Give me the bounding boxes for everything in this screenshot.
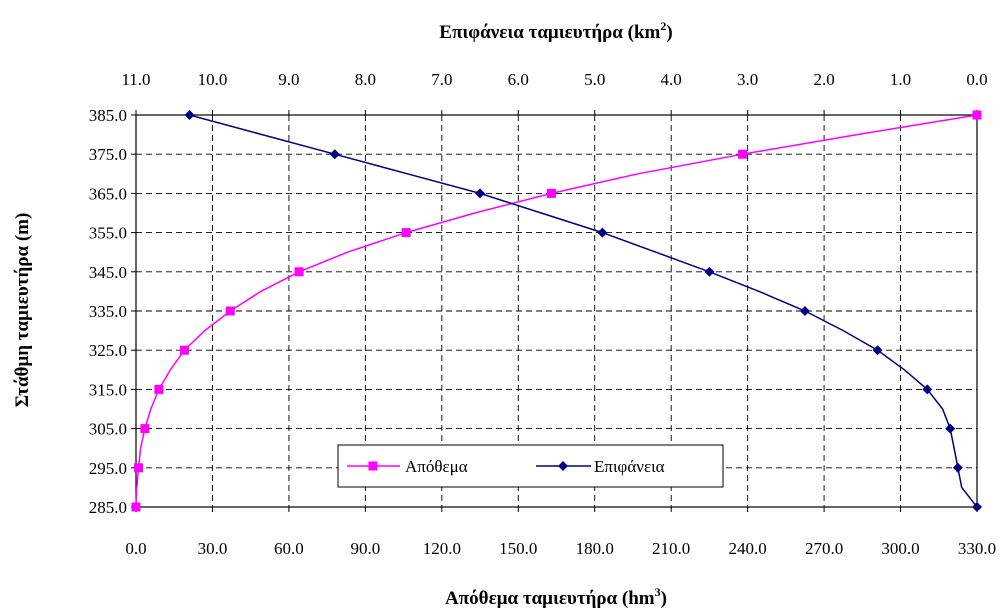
axis-ticks: 0.0 30.0 60.0 90.0 120.0 150.0 180.0 210.0 240.0… xyxy=(89,70,996,558)
bottom-tick-label: 0.0 xyxy=(125,539,146,558)
bottom-tick-label: 300.0 xyxy=(881,539,919,558)
top-tick-label: 0.0 xyxy=(966,70,987,89)
data-point-apothema xyxy=(225,306,235,316)
y-tick-label: 315.0 xyxy=(89,380,127,399)
bottom-tick-label: 30.0 xyxy=(198,539,228,558)
series-layer xyxy=(131,110,982,512)
y-tick-label: 375.0 xyxy=(89,145,127,164)
data-point-apothema xyxy=(401,228,411,238)
data-point-epifaneia xyxy=(329,149,340,160)
data-point-epifaneia xyxy=(872,345,883,356)
data-point-epifaneia xyxy=(952,462,963,473)
bottom-tick-label: 150.0 xyxy=(499,539,537,558)
top-tick-label: 11.0 xyxy=(121,70,150,89)
y-axis-title: Στάθμη ταμιευτήρα (m) xyxy=(12,213,33,408)
y-tick-label: 325.0 xyxy=(89,341,127,360)
data-point-epifaneia xyxy=(475,188,486,199)
top-tick-label: 8.0 xyxy=(355,70,376,89)
data-point-apothema xyxy=(131,502,141,512)
bottom-tick-label: 330.0 xyxy=(958,539,996,558)
data-point-apothema xyxy=(738,149,748,159)
y-tick-label: 355.0 xyxy=(89,224,127,243)
legend-label-epifaneia: Επιφάνεια xyxy=(594,457,665,476)
data-point-apothema xyxy=(154,384,164,394)
grid xyxy=(136,115,977,507)
y-tick-label: 295.0 xyxy=(89,459,127,478)
bottom-tick-label: 240.0 xyxy=(729,539,767,558)
top-axis-title: Επιφάνεια ταμιευτήρα (km2) xyxy=(439,19,672,43)
top-tick-label: 2.0 xyxy=(813,70,834,89)
legend-label-apothema: Απόθεμα xyxy=(405,457,468,476)
data-point-epifaneia xyxy=(597,227,608,238)
bottom-axis-title-prefix: Απόθεμα ταμιευτήρα (hm xyxy=(445,588,655,609)
bottom-tick-label: 180.0 xyxy=(576,539,614,558)
top-tick-label: 1.0 xyxy=(890,70,911,89)
data-point-apothema xyxy=(294,267,304,277)
data-point-apothema xyxy=(140,424,150,434)
top-tick-label: 3.0 xyxy=(737,70,758,89)
bottom-tick-label: 90.0 xyxy=(350,539,380,558)
y-tick-label: 345.0 xyxy=(89,263,127,282)
bottom-tick-label: 270.0 xyxy=(805,539,843,558)
data-point-epifaneia xyxy=(704,266,715,277)
bottom-axis-title-suffix: ) xyxy=(661,588,667,609)
data-point-apothema xyxy=(546,188,556,198)
top-tick-label: 6.0 xyxy=(508,70,529,89)
data-point-epifaneia xyxy=(922,384,933,395)
top-axis-title-suffix: ) xyxy=(666,22,672,43)
y-tick-label: 385.0 xyxy=(89,106,127,125)
bottom-tick-label: 210.0 xyxy=(652,539,690,558)
data-point-apothema xyxy=(179,345,189,355)
bottom-tick-label: 60.0 xyxy=(274,539,304,558)
legend-marker-apothema xyxy=(368,461,378,471)
y-tick-label: 365.0 xyxy=(89,184,127,203)
legend-marker-epifaneia xyxy=(558,461,568,471)
top-tick-label: 9.0 xyxy=(278,70,299,89)
y-tick-label: 335.0 xyxy=(89,302,127,321)
data-point-epifaneia xyxy=(799,306,810,316)
bottom-axis-title-sup: 3 xyxy=(655,585,661,599)
data-point-epifaneia xyxy=(184,110,195,120)
legend-box xyxy=(337,444,724,488)
top-tick-label: 10.0 xyxy=(198,70,228,89)
data-point-apothema xyxy=(972,110,982,120)
data-point-epifaneia xyxy=(945,423,956,434)
bottom-tick-label: 120.0 xyxy=(423,539,461,558)
data-point-epifaneia xyxy=(972,502,982,512)
data-point-apothema xyxy=(134,463,144,473)
y-tick-label: 285.0 xyxy=(89,498,127,517)
y-tick-label: 305.0 xyxy=(89,420,127,439)
bottom-axis-title: Απόθεμα ταμιευτήρα (hm3) xyxy=(445,585,667,609)
top-tick-label: 5.0 xyxy=(584,70,605,89)
top-axis-title-prefix: Επιφάνεια ταμιευτήρα (km xyxy=(439,22,660,43)
top-tick-label: 7.0 xyxy=(431,70,452,89)
legend: Απόθεμα Επιφάνεια xyxy=(337,444,724,488)
top-tick-label: 4.0 xyxy=(661,70,682,89)
top-axis-title-sup: 2 xyxy=(660,19,666,33)
